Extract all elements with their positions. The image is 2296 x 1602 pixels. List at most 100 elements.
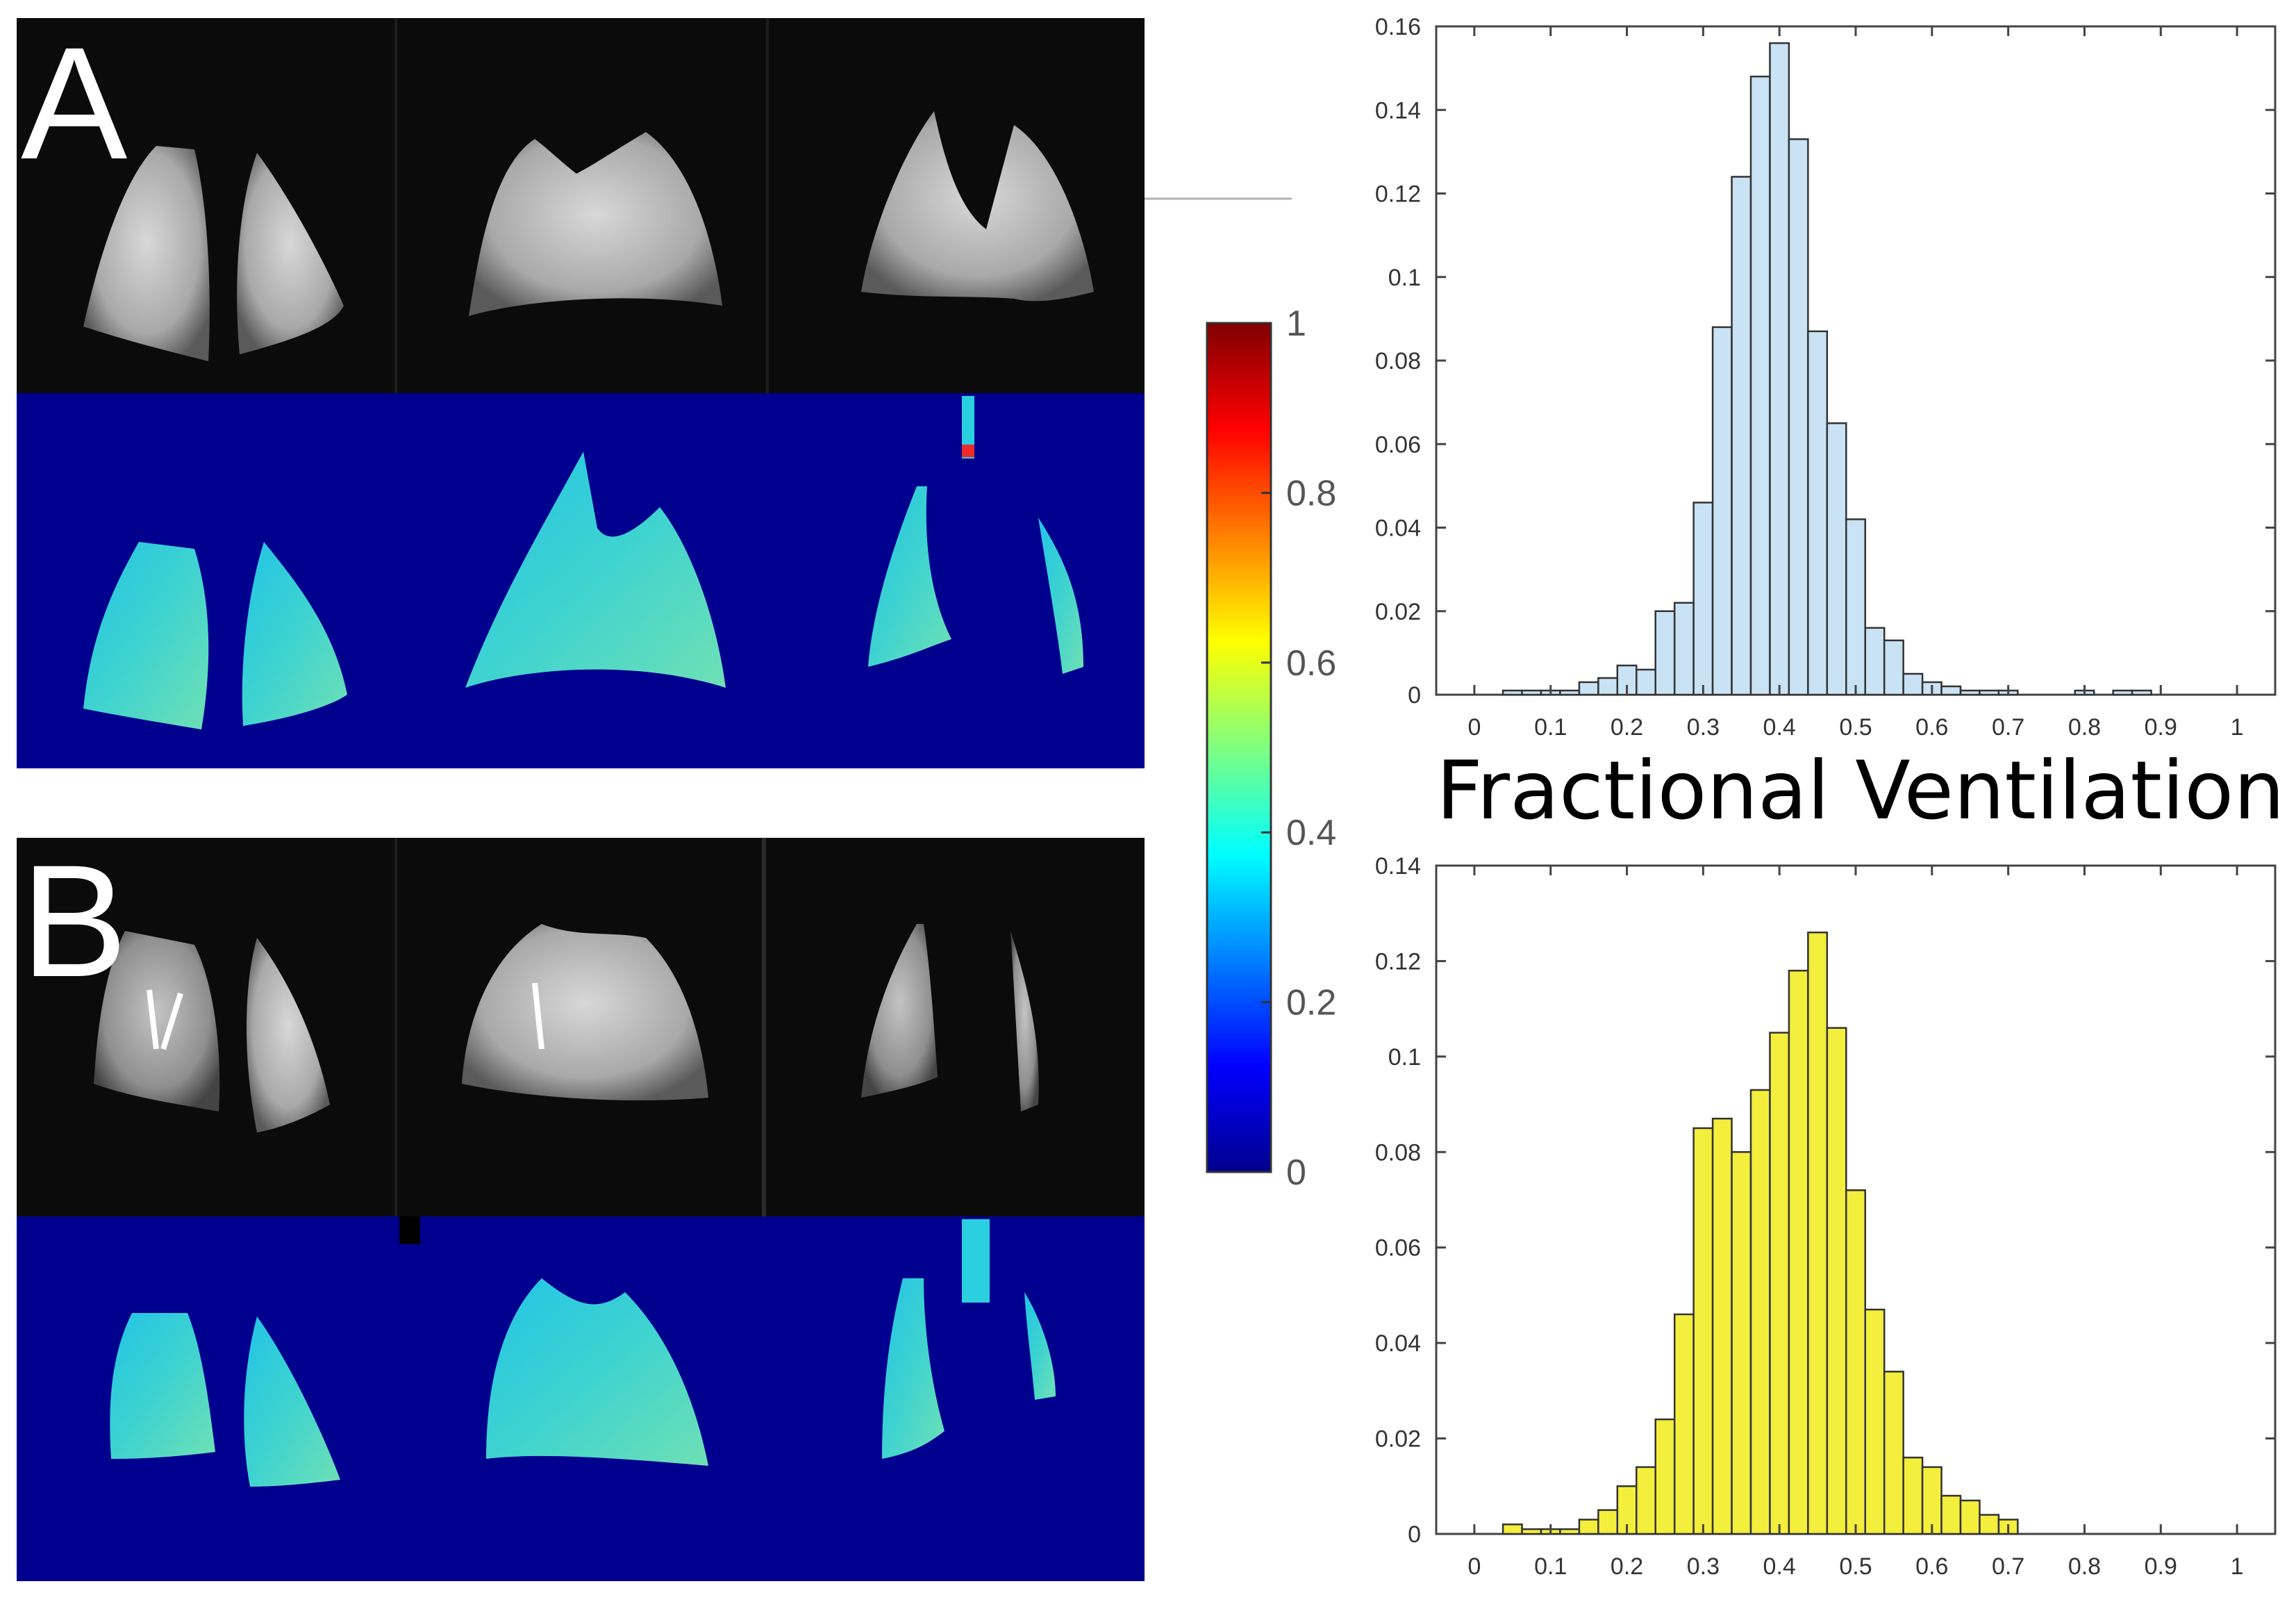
histogram-bar xyxy=(1673,602,1695,696)
histogram-bar xyxy=(1597,1509,1619,1535)
y-tick-label: 0.04 xyxy=(1375,1330,1421,1357)
y-tick-label: 0.08 xyxy=(1375,1139,1421,1166)
ventilation-map xyxy=(486,1278,708,1466)
x-tick-label: 0.7 xyxy=(1992,714,2024,741)
ventilation-map xyxy=(882,1278,945,1459)
histogram-a: 0 0.1 0.2 0.3 0.4 0.5 0.6 0.7 0.8 0.9 1 0 0.02 0.04 0.… xyxy=(1375,14,2277,741)
y-tick-label: 0.1 xyxy=(1388,265,1421,291)
x-tick-label: 1 xyxy=(2231,714,2244,741)
histogram-bar xyxy=(1959,1499,1981,1535)
histogram-bar xyxy=(1807,931,1829,1535)
arrow-annotation xyxy=(160,992,183,1050)
histogram-bar xyxy=(2131,689,2152,696)
ventilation-map xyxy=(244,1316,340,1487)
mri-lung-image xyxy=(94,931,220,1112)
ventilation-map xyxy=(83,542,209,729)
histogram-bar xyxy=(1845,1189,1866,1535)
histogram-bar xyxy=(1788,138,1809,696)
y-tick-label: 0.14 xyxy=(1375,97,1421,124)
x-tick-label: 0.3 xyxy=(1687,1553,1720,1580)
histogram-bar xyxy=(1826,1027,1847,1535)
histogram-bar xyxy=(1921,1466,1943,1535)
colorbar-tick-label: 1 xyxy=(1286,304,1306,344)
histogram-bar xyxy=(1864,1308,1886,1535)
histogram-bar xyxy=(1979,689,2000,696)
y-tick-label: 0.16 xyxy=(1375,14,1421,40)
ventilation-map xyxy=(1038,518,1083,674)
mri-lung-image xyxy=(1010,931,1039,1112)
y-tick-label: 0.1 xyxy=(1388,1044,1421,1071)
histogram-bar xyxy=(1864,627,1886,696)
histogram-bar xyxy=(1902,1456,1924,1535)
x-tick-label: 0.4 xyxy=(1763,1553,1796,1580)
x-tick-label: 0.5 xyxy=(1839,714,1872,741)
y-tick-label: 0 xyxy=(1408,682,1421,709)
histogram-bar xyxy=(1692,502,1714,696)
x-tick-label: 0.8 xyxy=(2068,714,2101,741)
histogram-bar xyxy=(1959,689,1981,696)
shared-x-axis-label: Fractional Ventilation xyxy=(1436,744,2285,838)
panel-a xyxy=(17,18,1145,768)
histogram-bar xyxy=(1597,677,1619,696)
histogram-bar xyxy=(1731,176,1752,696)
y-tick-label: 0.14 xyxy=(1375,853,1421,880)
y-tick-label: 0.12 xyxy=(1375,948,1421,975)
colorbar-tick-label: 0.6 xyxy=(1286,643,1336,684)
y-tick-label: 0.08 xyxy=(1375,348,1421,374)
histogram-bar xyxy=(1711,1117,1733,1535)
mri-lung-image xyxy=(247,938,330,1132)
x-tick-label: 0.8 xyxy=(2068,1553,2101,1580)
colorbar-gradient xyxy=(1206,322,1272,1173)
histogram-bar xyxy=(1692,1127,1714,1535)
colorbar-ticks: 0 0.2 0.4 0.6 0.8 1 xyxy=(1261,304,1336,1193)
histogram-bar xyxy=(1769,42,1790,696)
x-tick-label: 0.2 xyxy=(1611,714,1643,741)
arrow-annotation xyxy=(147,989,159,1050)
histogram-bar xyxy=(1654,1418,1676,1535)
histogram-bar xyxy=(1673,1313,1695,1535)
arrow-annotation xyxy=(532,982,544,1050)
histogram-bar xyxy=(1883,1371,1904,1535)
y-tick-label: 0 xyxy=(1408,1521,1421,1548)
histogram-bar xyxy=(1807,330,1829,696)
histogram-bar xyxy=(1845,518,1866,696)
histogram-bar xyxy=(1749,75,1771,696)
histogram-bar xyxy=(1731,1151,1752,1535)
y-tick-label: 0.02 xyxy=(1375,599,1421,625)
mri-lung-image xyxy=(83,146,210,361)
x-tick-label: 0 xyxy=(1467,714,1481,741)
x-tick-label: 0.3 xyxy=(1687,714,1720,741)
x-tick-label: 0 xyxy=(1467,1553,1481,1580)
histogram-bar xyxy=(1501,1523,1523,1535)
colorbar-tick-label: 0.4 xyxy=(1286,813,1336,853)
colorbar: 0 0.2 0.4 0.6 0.8 1 xyxy=(1206,304,1336,1193)
histogram-bar xyxy=(1940,685,1962,696)
y-tick-label: 0.02 xyxy=(1375,1426,1421,1453)
ventilation-map xyxy=(465,452,726,688)
histogram-bar xyxy=(1559,1528,1581,1535)
x-tick-label: 0.9 xyxy=(2145,1553,2177,1580)
colorbar-tick-label: 0 xyxy=(1286,1153,1306,1193)
y-tick-label: 0.12 xyxy=(1375,181,1421,208)
x-tick-label: 0.2 xyxy=(1611,1553,1643,1580)
mri-lung-image xyxy=(861,111,1094,302)
x-tick-label: 0.5 xyxy=(1839,1553,1872,1580)
x-tick-label: 0.1 xyxy=(1534,1553,1567,1580)
histogram-bar xyxy=(1559,689,1581,696)
x-tick-label: 0.4 xyxy=(1763,714,1796,741)
histogram-bar xyxy=(1902,672,1924,696)
histogram-bar xyxy=(1711,326,1733,696)
panel-letter-a: A xyxy=(21,14,127,192)
histogram-bar xyxy=(1788,969,1809,1535)
mri-lung-image xyxy=(469,132,722,316)
histogram-bar xyxy=(1654,610,1676,696)
y-tick-label: 0.04 xyxy=(1375,515,1421,542)
y-tick-label: 0.06 xyxy=(1375,1235,1421,1262)
histogram-b: 0 0.1 0.2 0.3 0.4 0.5 0.6 0.7 0.8 0.9 1 0 0.02 0.04 0.… xyxy=(1375,853,2277,1580)
histogram-bar xyxy=(1501,689,1523,696)
histogram-bar xyxy=(1883,639,1904,696)
panel-letter-b: B xyxy=(21,832,127,1010)
histogram-bar xyxy=(1940,1494,1962,1535)
mri-lung-image xyxy=(861,924,938,1098)
x-tick-label: 0.7 xyxy=(1992,1553,2024,1580)
